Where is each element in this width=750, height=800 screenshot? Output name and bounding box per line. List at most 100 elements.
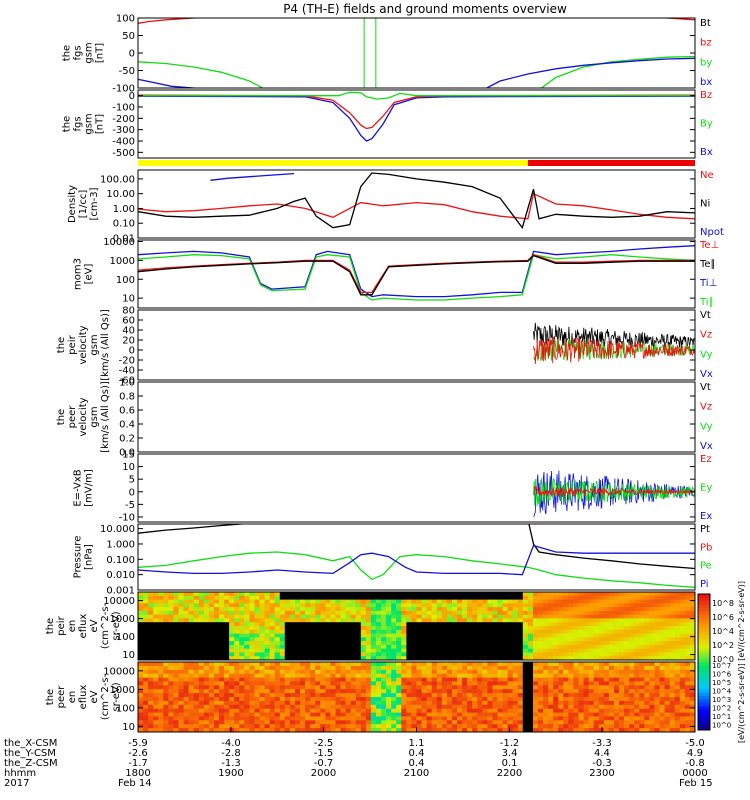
spectrogram-cell <box>629 629 635 635</box>
spectrogram-cell <box>315 610 321 616</box>
spectrogram-cell <box>457 656 463 660</box>
spectrogram-cell <box>178 662 185 667</box>
spectrogram-cell <box>527 595 534 601</box>
spectrogram-cell <box>249 629 256 635</box>
spectrogram-cell <box>441 708 448 714</box>
legend-entry: Vx <box>700 369 713 380</box>
spectrogram-cell <box>289 724 296 729</box>
spectrogram-cell <box>355 641 362 646</box>
spectrogram-cell <box>370 644 377 650</box>
spectrogram-cell <box>153 669 159 675</box>
spectrogram-cell <box>416 677 423 683</box>
x-row-label: the_Y-CSM <box>4 748 56 759</box>
spectrogram-cell <box>264 685 271 690</box>
spectrogram-cell <box>548 610 554 616</box>
spectrogram-cell <box>639 648 645 654</box>
spectrogram-cell <box>219 656 225 660</box>
spectrogram-cell <box>543 685 549 690</box>
spectrogram-cell <box>679 662 686 667</box>
spectrogram-cell <box>203 633 210 638</box>
spectrogram-cell <box>441 592 448 597</box>
spectrogram-cell <box>158 669 164 675</box>
spectrogram-cell <box>416 665 423 671</box>
spectrogram-cell <box>451 648 458 654</box>
spectrogram-cell <box>533 720 539 725</box>
colorbar-tick: 10^8 <box>712 599 734 608</box>
spectrogram-cell <box>614 610 620 616</box>
spectrogram-cell <box>644 648 651 654</box>
spectrogram-cell <box>649 592 656 597</box>
spectrogram-cell <box>386 712 392 718</box>
spectrogram-cell <box>406 673 413 679</box>
spectrogram-cell <box>512 697 519 702</box>
y-tick-label: 0.01 <box>113 234 135 245</box>
spectrogram-cell <box>441 689 448 694</box>
spectrogram-cell <box>573 724 580 729</box>
spectrogram-cell <box>381 622 387 627</box>
spectrogram-cell <box>462 685 468 690</box>
spectrogram-cell <box>431 681 438 686</box>
spectrogram-cell <box>446 693 453 698</box>
spectrogram-cell <box>441 622 448 627</box>
spectrogram-cell <box>634 648 640 654</box>
spectrogram-cell <box>365 677 372 683</box>
spectrogram-cell <box>148 614 154 620</box>
legend-entry: Te∥ <box>699 259 716 270</box>
spectrogram-cell <box>188 607 195 612</box>
spectrogram-cell <box>629 618 635 623</box>
spectrogram-cell <box>143 626 149 631</box>
spectrogram-cell <box>214 652 220 657</box>
spectrogram-cell <box>446 704 453 710</box>
spectrogram-cell <box>360 681 367 686</box>
spectrogram-cell <box>330 648 337 654</box>
spectrogram-cell <box>224 728 230 732</box>
spectrogram-cell <box>497 665 504 671</box>
noisy-series-Ez <box>533 485 695 497</box>
spectrogram-cell <box>401 595 407 601</box>
spectrogram-cell <box>431 618 438 623</box>
spectrogram-cell <box>624 629 630 635</box>
spectrogram-cell <box>310 652 316 657</box>
y-axis-label: the peer velocity gsm [km/s (All Qs)] <box>56 381 111 453</box>
spectrogram-cell <box>558 610 564 616</box>
spectrogram-cell <box>153 704 159 710</box>
spectrogram-cell <box>502 652 509 657</box>
spectrogram-cell <box>543 716 549 721</box>
spectrogram-cell <box>295 712 301 718</box>
spectrogram-cell <box>502 662 509 667</box>
spectrogram-cell <box>522 610 529 616</box>
spectrogram-cell <box>624 610 630 616</box>
spectrogram-cell <box>274 669 281 675</box>
spectrogram-cell <box>659 603 666 608</box>
spectrogram-cell <box>370 700 377 706</box>
spectrogram-cell <box>350 610 357 616</box>
spectrogram-cell <box>335 622 342 627</box>
spectrogram-cell <box>244 728 250 732</box>
spectrogram-cell <box>674 641 681 646</box>
spectrogram-cell <box>284 648 291 654</box>
spectrogram-cell <box>376 685 382 690</box>
spectrogram-cell <box>689 685 695 690</box>
spectrogram-cell <box>158 603 164 608</box>
y-label-line: Pressure <box>73 536 84 579</box>
spectrogram-cell <box>305 712 311 718</box>
spectrogram-cell <box>689 618 695 623</box>
spectrogram-cell <box>254 656 261 660</box>
spectrogram-cell <box>254 641 261 646</box>
y-axis-label: Pressure [nPa] <box>73 536 95 579</box>
spectrogram-cell <box>441 685 448 690</box>
spectrogram-cell <box>533 665 539 671</box>
colorbar-segment <box>698 726 710 731</box>
spectrogram-cell <box>335 652 342 657</box>
spectrogram-cell <box>426 603 433 608</box>
spectrogram-cell <box>300 618 306 623</box>
spectrogram-cell <box>198 641 205 646</box>
spectrogram-cell <box>138 610 144 616</box>
spectrogram-cell <box>219 614 225 620</box>
spectrogram-cell <box>573 708 580 714</box>
spectrogram-cell <box>451 614 458 620</box>
spectrogram-cell <box>477 704 483 710</box>
spectrogram-cell <box>517 716 524 721</box>
spectrogram-cell <box>624 712 630 718</box>
spectrogram-cell <box>649 677 656 683</box>
